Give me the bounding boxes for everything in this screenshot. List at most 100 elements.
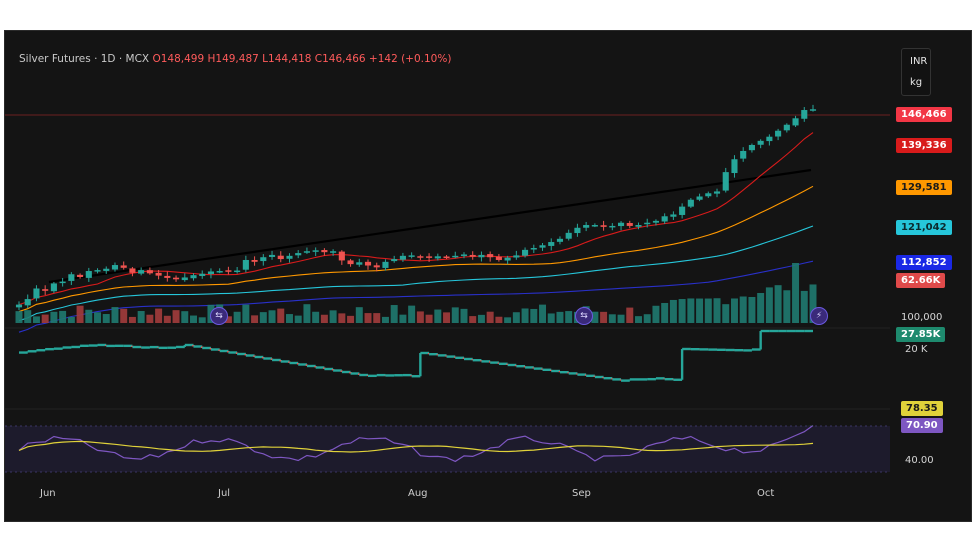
candle-body	[207, 271, 215, 275]
high-value: H149,487	[207, 53, 259, 65]
rsi-axis-label: 40.00	[905, 455, 934, 466]
dividend-icon[interactable]: ⇆	[575, 307, 593, 325]
candle-body	[242, 259, 249, 270]
volume-bar	[635, 316, 642, 323]
candle-body	[77, 274, 84, 277]
ma-label-cyan: 121,042	[896, 220, 952, 235]
candle-body	[452, 255, 459, 258]
candle-body	[50, 283, 57, 292]
candle-body	[661, 216, 668, 222]
volume-bar	[739, 296, 747, 323]
volume-bar	[504, 317, 512, 323]
volume-bar	[774, 285, 782, 323]
indicator2-value: 27.85K	[896, 327, 946, 342]
candle-body	[382, 261, 389, 268]
volume-bar	[15, 311, 23, 323]
volume-bar	[102, 314, 110, 323]
dividend-icon[interactable]: ⇆	[210, 307, 228, 325]
volume-bar	[809, 284, 817, 323]
candle-body	[111, 265, 119, 270]
candle-body	[530, 248, 537, 250]
volume-bar	[163, 315, 171, 323]
candle-body	[460, 254, 468, 256]
volume-bar	[425, 314, 433, 323]
candle-body	[225, 270, 232, 272]
volume-bar	[617, 314, 625, 323]
volume-bar	[704, 298, 712, 323]
candle-body	[740, 150, 747, 159]
candle-body	[609, 225, 616, 228]
candle-body	[408, 255, 415, 257]
candle-body	[783, 124, 790, 131]
chart-frame[interactable]: Silver Futures · 1D · MCX O148,499 H149,…	[4, 30, 972, 522]
volume-bar	[312, 311, 320, 323]
candle-body	[277, 255, 284, 260]
candle-body	[487, 254, 494, 258]
volume-label: 62.66K	[896, 273, 946, 288]
candle-body	[591, 225, 598, 227]
price-chart[interactable]	[5, 31, 971, 521]
rsi-line	[18, 425, 814, 463]
candle-body	[670, 214, 677, 217]
volume-bar	[24, 310, 32, 323]
volume-bar	[460, 308, 468, 323]
candle-body	[417, 256, 424, 258]
volume-bar	[294, 315, 302, 323]
candle-body	[190, 275, 197, 279]
candle-body	[626, 223, 633, 226]
candle-body	[399, 255, 406, 260]
candle-body	[103, 268, 110, 271]
candle-body	[15, 304, 23, 308]
candle-body	[338, 251, 345, 261]
candle-body	[809, 109, 817, 111]
candle-body	[617, 222, 625, 227]
candle-body	[513, 255, 520, 258]
candle-body	[364, 261, 372, 266]
candle-body	[94, 270, 101, 272]
symbol-legend[interactable]: Silver Futures · 1D · MCX O148,499 H149,…	[19, 53, 451, 65]
volume-bar	[512, 312, 520, 323]
ma-label-blue: 112,852	[896, 255, 952, 270]
rsi-value: 70.90	[901, 418, 943, 433]
candle-body	[600, 225, 607, 227]
volume-bar	[373, 313, 381, 323]
candle-body	[539, 245, 546, 248]
volume-bar	[233, 311, 241, 323]
candle-body	[565, 232, 572, 239]
volume-bar	[661, 302, 669, 323]
candle-body	[792, 118, 799, 126]
candle-body	[234, 270, 241, 273]
last-price-label: 146,466	[896, 107, 952, 122]
candle-body	[434, 256, 441, 259]
indicator2-axis: 20 K	[905, 344, 928, 355]
candle-body	[696, 196, 703, 200]
month-label: Oct	[757, 488, 775, 499]
volume-bar	[94, 312, 102, 323]
currency-unit-selector[interactable]: INR kg	[901, 48, 931, 96]
volume-bar	[390, 305, 398, 323]
candle-body	[199, 273, 206, 277]
candle-body	[652, 220, 659, 223]
candle-body	[59, 281, 66, 284]
candle-body	[268, 254, 276, 257]
candle-body	[722, 172, 729, 191]
volume-bar	[626, 307, 634, 323]
ma-cyan-line	[18, 225, 814, 322]
volume-bar	[268, 310, 276, 323]
lightning-icon[interactable]: ⚡	[810, 307, 828, 325]
volume-bar	[556, 311, 564, 323]
candle-body	[120, 265, 127, 268]
volume-axis-label: 100,000	[901, 312, 943, 323]
candle-body	[173, 277, 180, 280]
volume-bar	[347, 315, 355, 323]
candle-body	[321, 250, 328, 253]
volume-bar	[155, 308, 163, 323]
volume-bar	[181, 311, 189, 323]
candle-body	[713, 191, 721, 194]
volume-bar	[416, 311, 424, 323]
volume-bar	[730, 298, 738, 323]
candle-body	[748, 144, 755, 151]
volume-bar	[303, 304, 311, 323]
candle-body	[757, 140, 764, 145]
currency-label: INR	[910, 56, 928, 67]
